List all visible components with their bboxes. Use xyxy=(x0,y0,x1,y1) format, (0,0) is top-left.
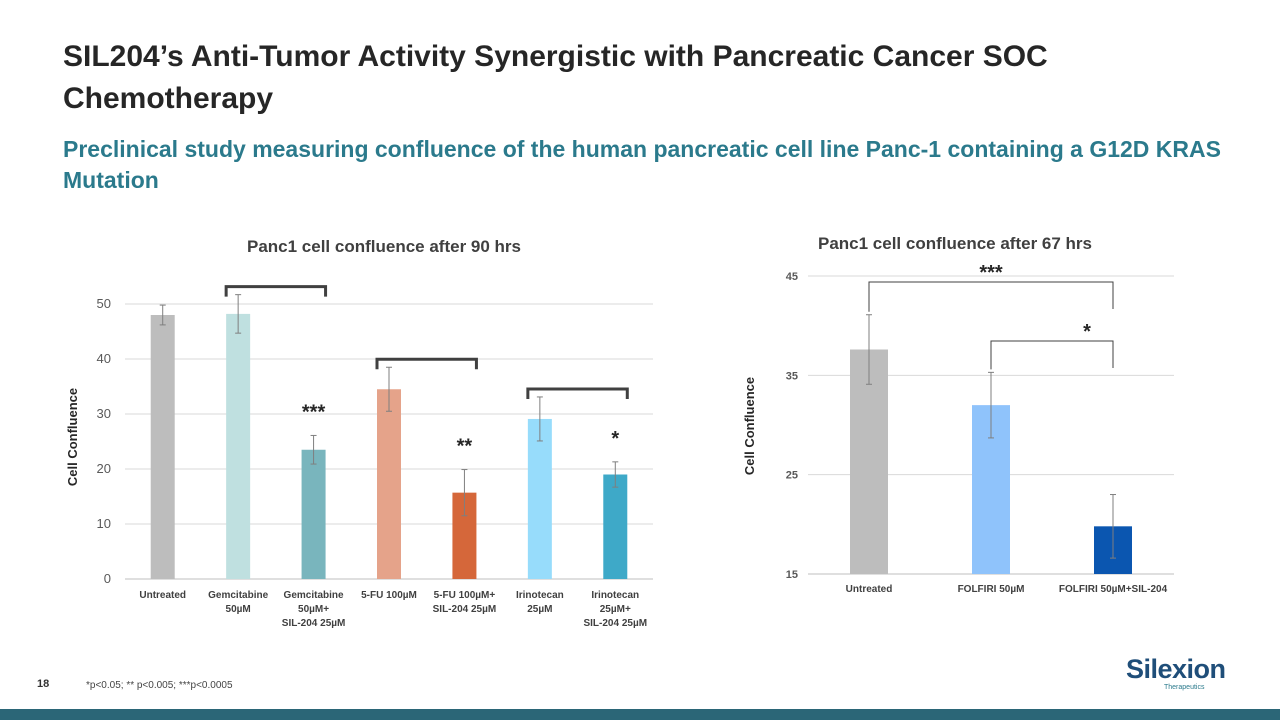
bar xyxy=(150,315,175,579)
y-tick-label: 35 xyxy=(786,370,798,382)
x-tick-label: 5-FU 100µM+ SIL-204 25µM xyxy=(433,590,497,615)
bar xyxy=(603,474,628,579)
logo-wordmark: Silexion xyxy=(1126,654,1226,684)
y-axis-label: Cell Confluence xyxy=(742,377,757,475)
y-tick-label: 40 xyxy=(97,351,111,366)
y-tick-label: 20 xyxy=(97,461,111,476)
y-tick-label: 45 xyxy=(786,271,798,283)
y-tick-label: 0 xyxy=(104,571,111,586)
x-tick-label: Untreated xyxy=(139,590,186,601)
y-tick-label: 50 xyxy=(97,296,111,311)
x-tick-label: Gemcitabine 50µM xyxy=(208,590,268,615)
x-tick-label: FOLFIRI 50µM xyxy=(958,584,1025,595)
x-tick-label: Irinotecan 25µM xyxy=(516,590,564,615)
comparison-bracket xyxy=(224,285,328,297)
significance-footnote: *p<0.05; ** p<0.005; ***p<0.0005 xyxy=(86,680,233,691)
bar xyxy=(377,389,401,579)
page-title: SIL204’s Anti-Tumor Activity Synergistic… xyxy=(63,40,1048,115)
x-tick-label: Untreated xyxy=(846,584,893,595)
significance-label: * xyxy=(611,428,619,450)
y-axis-label: Cell Confluence xyxy=(65,388,80,486)
x-tick-label: 5-FU 100µM xyxy=(361,590,417,601)
x-tick-label: Irinotecan 25µM+ SIL-204 25µM xyxy=(583,590,647,629)
comparison-bracket xyxy=(375,357,478,370)
logo-tagline: Therapeutics xyxy=(1164,684,1205,691)
silexion-logo: Silexion Therapeutics xyxy=(1126,654,1226,694)
comparison-bracket xyxy=(868,281,1114,312)
chart-title: Panc1 cell confluence after 67 hrs xyxy=(818,234,1092,253)
chart-title: Panc1 cell confluence after 90 hrs xyxy=(247,237,521,256)
x-tick-label: Gemcitabine 50µM+ SIL-204 25µM xyxy=(282,590,346,629)
y-tick-label: 30 xyxy=(97,406,111,421)
comparison-bracket xyxy=(526,387,629,399)
significance-label: *** xyxy=(302,401,326,423)
bar xyxy=(527,418,552,579)
footer-bar xyxy=(0,709,1280,720)
significance-label: ** xyxy=(457,436,473,458)
bar xyxy=(226,313,251,579)
y-tick-label: 25 xyxy=(786,470,798,482)
bar xyxy=(850,349,888,574)
significance-label: * xyxy=(1083,321,1091,343)
page-number: 18 xyxy=(37,678,50,690)
y-tick-label: 10 xyxy=(97,516,111,531)
y-tick-label: 15 xyxy=(786,569,798,581)
comparison-bracket xyxy=(990,340,1114,370)
page-subtitle: Preclinical study measuring confluence o… xyxy=(63,136,1221,193)
bar xyxy=(301,449,326,579)
significance-label: *** xyxy=(979,262,1003,284)
x-tick-label: FOLFIRI 50µM+SIL-204 xyxy=(1059,584,1168,595)
